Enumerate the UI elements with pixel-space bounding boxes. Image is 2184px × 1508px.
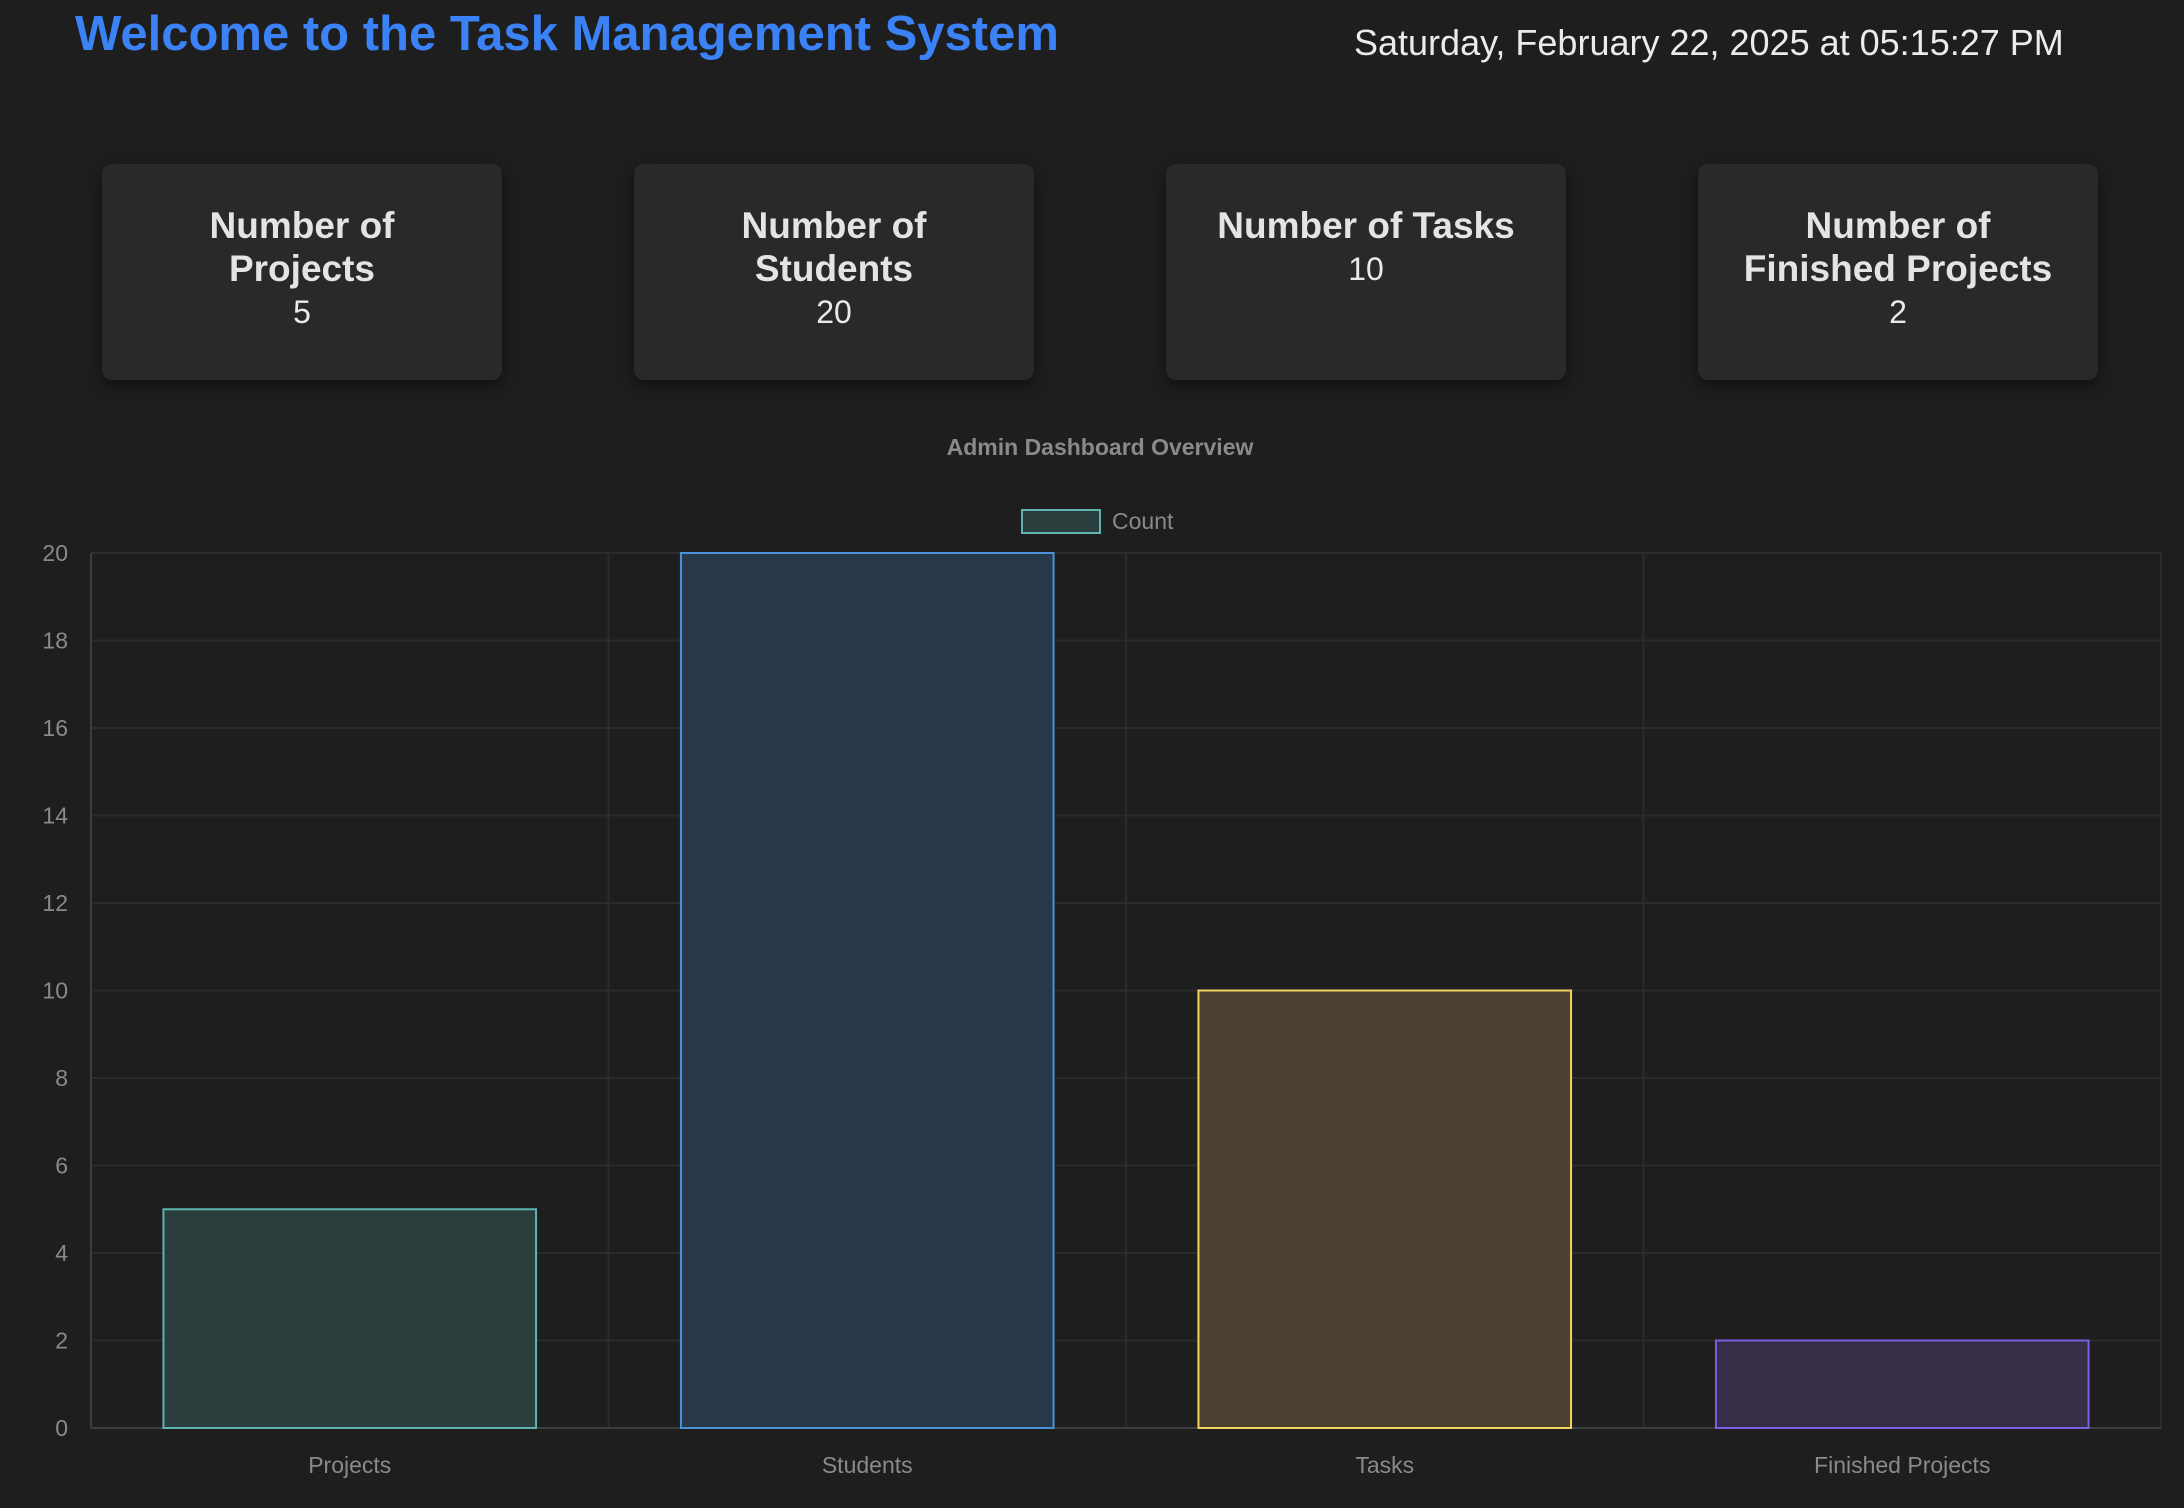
stat-card-value: 20 [816,294,852,330]
stat-card-title: Number of Finished Projects [1743,205,2053,289]
stat-card-value: 5 [293,294,311,330]
stat-card-title: Number of Projects [209,205,395,289]
chart-title: Admin Dashboard Overview [947,434,1254,460]
stat-card-projects: Number of Projects 5 [102,164,502,380]
y-tick-label: 4 [55,1240,68,1266]
x-tick-label: Finished Projects [1814,1452,1990,1478]
y-tick-label: 18 [42,628,68,654]
y-tick-label: 14 [42,803,68,829]
y-tick-label: 20 [42,540,68,566]
y-tick-label: 0 [55,1415,68,1441]
y-tick-label: 12 [42,890,68,916]
stat-card-title: Number of Students [741,205,927,289]
bar [1714,1339,2090,1429]
x-tick-label: Tasks [1355,1452,1414,1478]
stat-card-value: 10 [1348,251,1384,287]
legend-label: Count [1112,508,1174,534]
y-tick-label: 16 [42,715,68,741]
bar [162,1208,538,1429]
y-tick-label: 2 [55,1328,68,1354]
stat-card-students: Number of Students 20 [634,164,1034,380]
y-tick-label: 8 [55,1065,68,1091]
bar [1197,989,1573,1429]
overview-bar-chart: 0 2 4 6 8 10 12 14 16 18 20 Admin Dashboard Overvie… [42,434,2162,1478]
stat-card-finished-projects: Number of Finished Projects 2 [1698,164,2098,380]
legend-swatch [1021,509,1101,534]
stat-card-tasks: Number of Tasks 10 [1166,164,1566,380]
y-tick-label: 6 [55,1153,68,1179]
stat-card-title: Number of Tasks [1217,205,1515,246]
bar [679,552,1055,1429]
x-tick-label: Students [822,1452,913,1478]
stat-card-value: 2 [1889,294,1907,330]
y-tick-label: 10 [42,978,68,1004]
current-datetime: Saturday, February 22, 2025 at 05:15:27 … [1354,22,2064,63]
x-tick-label: Projects [308,1452,391,1478]
welcome-title: Welcome to the Task Management System [75,7,1059,61]
